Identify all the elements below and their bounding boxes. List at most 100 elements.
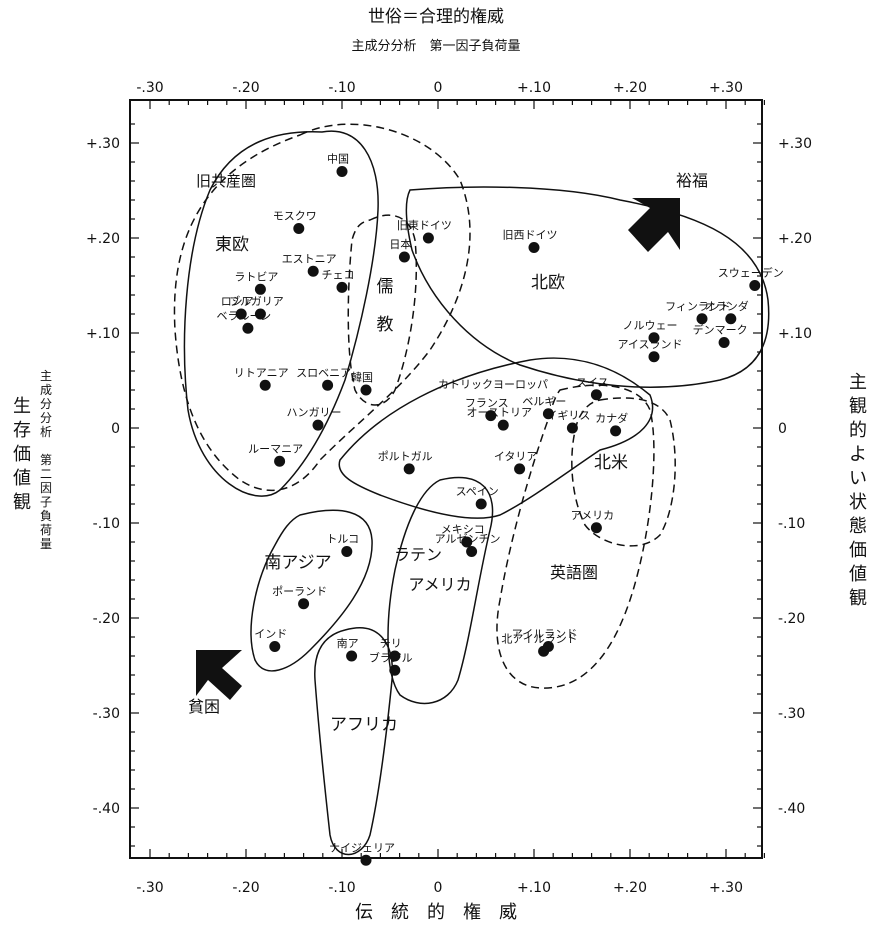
svg-text:値: 値 [13, 468, 31, 489]
data-point [514, 463, 526, 475]
data-point-label: ポルトガル [378, 450, 433, 463]
data-point-label: リトアニア [234, 366, 289, 379]
x-tick-label-top: +.20 [613, 80, 647, 96]
data-point-label: アイルランド [512, 628, 577, 641]
data-point-label: 旧西ドイツ [503, 229, 558, 242]
group-outline-former-communist [173, 123, 471, 492]
y-tick-label-right: +.30 [778, 136, 812, 152]
data-point [566, 422, 578, 434]
data-point-label: アイスランド [617, 338, 682, 351]
data-point [466, 546, 478, 557]
data-point-label: オーストリア [467, 406, 532, 419]
group-outline-northern-europe [405, 186, 770, 388]
x-tick-label-top: +.30 [709, 80, 743, 96]
data-point [346, 650, 358, 662]
top-axis-title: 世俗＝合理的権威 [368, 7, 504, 27]
group-label: ラテン [394, 545, 442, 564]
data-point [475, 498, 487, 510]
data-point [528, 242, 540, 253]
y-tick-label-left: +.30 [86, 136, 120, 152]
group-outline-english-speaking [496, 384, 655, 689]
group-label: 北欧 [531, 273, 565, 293]
x-tick-label-bottom: +.30 [709, 880, 743, 896]
svg-text:価: 価 [849, 540, 867, 561]
data-point [293, 223, 305, 234]
data-point-label: スウェーデン [718, 266, 784, 280]
data-point [497, 419, 509, 431]
group-label: 旧共産圏 [196, 172, 256, 190]
y-tick-label-left: +.20 [86, 231, 120, 247]
data-point-label: スイス [576, 376, 609, 389]
data-point-label: ロシア [221, 295, 254, 308]
data-point-label: ラトビア [234, 270, 278, 283]
data-point [610, 425, 622, 437]
data-point [403, 463, 415, 475]
data-point-label: オランダ [705, 299, 749, 313]
data-point [336, 166, 348, 177]
y-tick-label-right: 0 [778, 421, 787, 437]
group-label: カトリックヨーロッパ [438, 378, 548, 391]
x-tick-label-top: +.10 [517, 80, 551, 96]
y-tick-label-right: -.10 [778, 516, 805, 532]
group-label: 教 [377, 315, 394, 335]
svg-text:二: 二 [40, 467, 52, 481]
svg-text:量: 量 [40, 537, 52, 551]
data-point [696, 313, 708, 325]
svg-text:状: 状 [849, 492, 867, 513]
y-tick-label-right: -.40 [778, 801, 805, 817]
data-point-label: フィンランド [665, 300, 731, 313]
svg-text:値: 値 [849, 564, 867, 585]
svg-text:第: 第 [40, 453, 52, 467]
data-point [590, 522, 602, 534]
x-tick-label-bottom: +.10 [517, 880, 551, 896]
data-point [718, 337, 730, 348]
data-point-label: ルーマニア [248, 442, 303, 455]
data-point [254, 308, 266, 320]
data-point [725, 313, 737, 325]
plot-frame [129, 99, 763, 859]
data-point-label: ハンガリー [287, 406, 342, 419]
svg-text:析: 析 [40, 425, 52, 439]
data-point [749, 280, 761, 291]
svg-text:成: 成 [40, 383, 52, 397]
data-point-label: ベルギー [522, 395, 566, 408]
x-tick-label-top: -.10 [328, 80, 355, 96]
y-tick-label-left: -.20 [93, 611, 120, 627]
group-label: 英語圏 [550, 563, 598, 582]
y-tick-label-right: -.20 [778, 611, 805, 627]
data-point-label: 日本 [389, 237, 411, 251]
svg-text:生: 生 [13, 396, 31, 417]
y-tick-label-left: 0 [111, 421, 120, 437]
data-point [274, 455, 286, 467]
data-point-label: インド [254, 628, 287, 641]
group-outline-latin-america [387, 476, 494, 705]
group-outline-confucian [347, 214, 418, 406]
poor-arrow-icon [196, 650, 242, 700]
data-point-label: イタリア [494, 450, 538, 463]
data-point [360, 854, 372, 866]
svg-text:よ: よ [849, 444, 867, 465]
data-point [259, 379, 271, 391]
arrow-label-rich: 裕福 [676, 171, 708, 190]
bottom-axis-title: 伝 統 的 権 威 [355, 902, 517, 923]
y-tick-label-left: -.30 [93, 706, 120, 722]
data-point [538, 645, 550, 657]
rich-arrow-icon [628, 198, 680, 252]
svg-text:い: い [849, 468, 867, 489]
x-tick-label-bottom: -.20 [232, 880, 259, 896]
top-axis-subtitle: 主成分分析 第一因子負荷量 [351, 39, 520, 54]
data-point [461, 536, 473, 548]
group-label: アメリカ [408, 575, 471, 594]
group-label: アフリカ [330, 715, 398, 735]
data-point [360, 384, 372, 396]
data-point [242, 322, 254, 334]
x-tick-label-top: -.20 [232, 80, 259, 96]
svg-text:分: 分 [40, 397, 52, 411]
data-point-label: 中国 [327, 153, 349, 166]
data-point-label: トルコ [326, 533, 359, 546]
group-label: 儒 [377, 277, 394, 297]
data-point [254, 283, 266, 295]
data-point-label: ポーランド [272, 585, 327, 598]
